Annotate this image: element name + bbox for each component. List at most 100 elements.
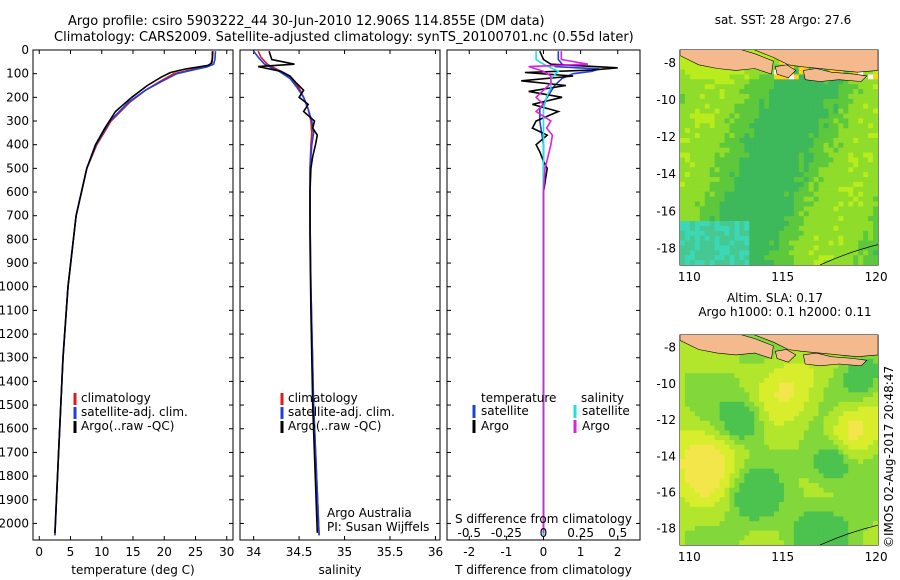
sst_map-cell bbox=[853, 142, 859, 149]
sla_map-cell bbox=[759, 516, 765, 522]
sla_map-cell bbox=[783, 401, 790, 408]
sla_map-cell bbox=[858, 525, 864, 532]
sst_map-cell bbox=[749, 221, 755, 227]
sst_map-cell bbox=[769, 260, 775, 265]
sla_map-cell bbox=[724, 535, 731, 541]
sst_map-cell bbox=[719, 162, 726, 168]
sst_map-cell bbox=[848, 152, 854, 159]
sst_map-cell bbox=[838, 260, 844, 265]
sla_map-cell bbox=[774, 377, 780, 384]
sst_map-cell bbox=[684, 181, 691, 188]
sla_map-cell bbox=[680, 363, 686, 370]
sla_map-cell bbox=[754, 502, 760, 508]
sst_map-cell bbox=[853, 177, 859, 183]
sst_map-cell bbox=[853, 221, 859, 227]
sla_map-cell bbox=[813, 420, 820, 427]
difference-xtick-label: 2 bbox=[614, 545, 622, 559]
sla_map-cell bbox=[823, 406, 830, 412]
sla_map-cell bbox=[798, 530, 805, 537]
sst_map-cell bbox=[858, 89, 864, 95]
sla_map-cell bbox=[788, 454, 795, 460]
sst_map-cell bbox=[863, 84, 869, 90]
sla_map-cell bbox=[759, 525, 765, 532]
sla_map-cell bbox=[764, 358, 770, 365]
sla_map-cell bbox=[734, 392, 740, 398]
sst_map-cell bbox=[764, 186, 770, 193]
sla_map-cell bbox=[704, 521, 711, 527]
sst_map-cell bbox=[798, 250, 805, 256]
sla_map-cell bbox=[759, 430, 765, 436]
sla_map-cell bbox=[813, 478, 820, 484]
sst_map-cell bbox=[729, 235, 736, 242]
sst_map-cell bbox=[749, 196, 755, 203]
sla_map-cell bbox=[813, 377, 820, 384]
sla_map-cell bbox=[754, 401, 760, 408]
sla_map-cell bbox=[838, 397, 844, 403]
sst_map-cell bbox=[744, 255, 750, 261]
sst_map-cell bbox=[684, 211, 691, 217]
sla_map-cell bbox=[749, 502, 755, 508]
sla_map-cell bbox=[704, 382, 711, 389]
sst_map-cell bbox=[779, 59, 785, 66]
sst_map-cell bbox=[689, 123, 696, 129]
sst_map-cell bbox=[779, 123, 785, 129]
sst_map-cell bbox=[694, 69, 701, 76]
sla_map-cell bbox=[793, 459, 800, 465]
sst_map-cell bbox=[808, 235, 815, 242]
sst_map-cell bbox=[689, 172, 696, 178]
sla_map-cell bbox=[873, 368, 878, 374]
sst_map-cell bbox=[684, 186, 691, 193]
sla_map-cell bbox=[709, 382, 716, 389]
sst_map-cell bbox=[680, 152, 686, 159]
sla_map-cell bbox=[838, 373, 844, 379]
sst_map-cell bbox=[803, 177, 810, 183]
sst_map-cell bbox=[689, 186, 696, 193]
sla_map-cell bbox=[823, 530, 830, 537]
sla_map-cell bbox=[793, 535, 800, 541]
sla_map-cell bbox=[749, 535, 755, 541]
sst_map-cell bbox=[823, 240, 830, 247]
sst_map-cell bbox=[828, 201, 835, 207]
sla_map-cell bbox=[724, 525, 731, 532]
sla_map-cell bbox=[828, 497, 835, 503]
sst_map-cell bbox=[714, 142, 721, 149]
sla_map-cell bbox=[838, 435, 844, 441]
sla_map-cell bbox=[808, 535, 815, 541]
sla_map-cell bbox=[774, 506, 780, 513]
sla_map-cell bbox=[759, 435, 765, 441]
sla_map-cell bbox=[868, 511, 874, 517]
sst_map-cell bbox=[818, 103, 825, 110]
sst_map-cell bbox=[828, 89, 835, 95]
sst_map-cell bbox=[858, 245, 864, 251]
sst_map-cell bbox=[793, 157, 800, 163]
sst_map-cell bbox=[729, 74, 736, 80]
diff-legend-title-temperature: temperature bbox=[481, 391, 556, 405]
sst_map-cell bbox=[873, 74, 878, 80]
sla_map-cell bbox=[833, 440, 839, 446]
sst_map-cell bbox=[863, 103, 869, 110]
sst_map-cell bbox=[818, 221, 825, 227]
sla_map-cell bbox=[754, 382, 760, 389]
sla_map-cell bbox=[858, 449, 864, 455]
sla_map-lat-label: -12 bbox=[656, 413, 676, 427]
sst_map-cell bbox=[719, 230, 726, 237]
sst_map-cell bbox=[818, 93, 825, 100]
sla_map-cell bbox=[759, 354, 765, 360]
sst_map-cell bbox=[823, 137, 830, 144]
sla_map-cell bbox=[793, 392, 800, 398]
sla_map-cell bbox=[699, 425, 706, 432]
sst_map-cell bbox=[744, 157, 750, 163]
sst_map-cell bbox=[734, 79, 740, 85]
sst_map-cell bbox=[764, 235, 770, 242]
sst_map-cell bbox=[714, 211, 721, 217]
sst_map-cell bbox=[823, 172, 830, 178]
sst_map-cell bbox=[699, 162, 706, 168]
sst_map-cell bbox=[873, 69, 878, 76]
sla_map-cell bbox=[868, 377, 874, 384]
sla_map-cell bbox=[759, 368, 765, 374]
sla_map-cell bbox=[868, 454, 874, 460]
sla_map-cell bbox=[853, 497, 859, 503]
sla_map-cell bbox=[863, 425, 869, 432]
sla_map-cell bbox=[803, 492, 810, 498]
sst_map-cell bbox=[828, 177, 835, 183]
